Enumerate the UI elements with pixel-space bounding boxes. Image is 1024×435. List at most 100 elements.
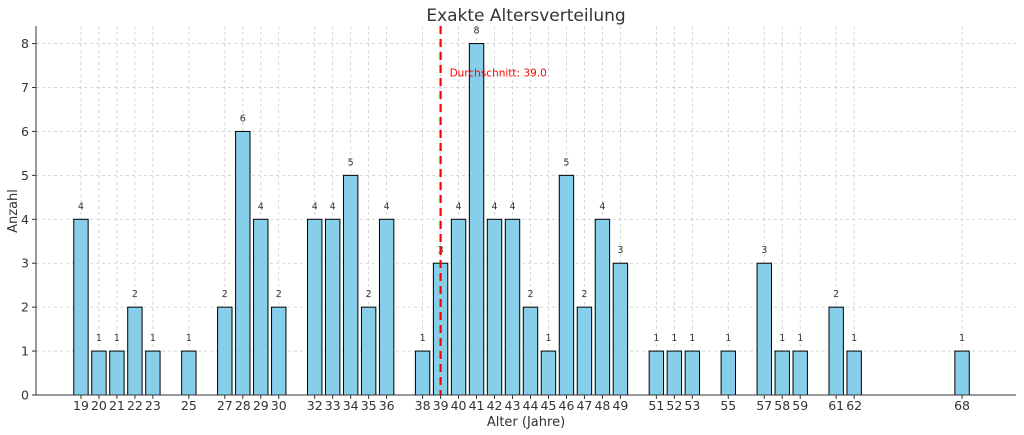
y-tick-labels: 0 1 2 3 4 5 6 7 8 <box>21 36 29 402</box>
bar-value-label: 1 <box>671 333 677 344</box>
bar <box>954 350 970 396</box>
chart-title: Exakte Altersverteilung <box>426 6 625 26</box>
x-tick-label: 61 <box>828 398 844 413</box>
x-tick-label: 41 <box>469 398 485 413</box>
bar-value-label: 2 <box>527 289 533 300</box>
x-tick-label: 27 <box>217 398 233 413</box>
x-tick-label: 58 <box>774 398 790 413</box>
x-tick-label: 32 <box>307 398 323 413</box>
y-tick-label: 3 <box>21 256 29 271</box>
bar <box>666 350 683 396</box>
bar <box>594 218 611 396</box>
x-tick-label: 49 <box>612 398 628 413</box>
bar <box>720 350 736 396</box>
y-tick-label: 8 <box>21 36 29 51</box>
x-tick-label: 28 <box>235 398 251 413</box>
x-tick-label: 57 <box>756 398 772 413</box>
x-tick-label: 36 <box>379 398 395 413</box>
bar <box>181 350 197 396</box>
x-tick-label: 19 <box>73 398 89 413</box>
bar <box>576 306 593 396</box>
bar <box>217 306 233 396</box>
bar-value-label: 1 <box>114 333 120 344</box>
bar <box>828 306 844 396</box>
bar <box>127 306 143 396</box>
bar-value-label: 1 <box>959 333 965 344</box>
bar-value-label: 1 <box>779 333 785 344</box>
x-tick-label: 30 <box>271 398 287 413</box>
y-axis-label: Anzahl <box>6 189 21 233</box>
x-tick-label: 40 <box>451 398 467 413</box>
bar-value-label: 4 <box>258 201 264 212</box>
bar-value-label: 2 <box>276 289 282 300</box>
y-tick-label: 6 <box>21 124 29 139</box>
bar-value-label: 1 <box>420 333 426 344</box>
mean-label: Durchschnitt: 39.0 <box>450 68 547 80</box>
bar-value-label: 4 <box>78 201 84 212</box>
bar <box>774 350 790 396</box>
bar-value-label: 4 <box>312 201 318 212</box>
y-tick-label: 0 <box>21 388 29 403</box>
bars <box>73 43 970 396</box>
bar <box>486 218 503 396</box>
x-tick-label: 52 <box>666 398 682 413</box>
x-tick-label: 46 <box>559 398 575 413</box>
bar <box>378 218 395 396</box>
x-tick-label: 53 <box>684 398 700 413</box>
bar <box>612 262 629 396</box>
bar-value-label: 1 <box>653 333 659 344</box>
bar-value-label: 1 <box>851 333 857 344</box>
x-tick-label: 22 <box>127 398 143 413</box>
bar <box>253 218 269 396</box>
bar <box>342 174 359 396</box>
bar-value-label: 1 <box>545 333 551 344</box>
bar <box>145 350 161 396</box>
bar-value-label: 2 <box>581 289 587 300</box>
bar <box>414 350 431 396</box>
bar-value-label: 1 <box>150 333 156 344</box>
x-tick-label: 47 <box>576 398 592 413</box>
x-tick-label: 34 <box>343 398 359 413</box>
y-tick-label: 1 <box>21 344 29 359</box>
y-tick-label: 7 <box>21 80 29 95</box>
bar <box>91 350 107 396</box>
bar-value-label: 5 <box>563 157 569 168</box>
x-tick-label: 55 <box>720 398 736 413</box>
x-tick-label: 35 <box>361 398 377 413</box>
y-tick-label: 4 <box>21 212 29 227</box>
x-tick-label: 23 <box>145 398 161 413</box>
bar <box>540 350 557 396</box>
x-tick-label: 38 <box>415 398 431 413</box>
bar-value-label: 1 <box>797 333 803 344</box>
bar <box>846 350 862 396</box>
bar <box>792 350 808 396</box>
bar-value-label: 4 <box>599 201 605 212</box>
bar-value-label: 2 <box>366 289 372 300</box>
bar <box>73 218 89 396</box>
bar <box>450 218 467 396</box>
bar <box>468 43 485 396</box>
x-axis-label: Alter (Jahre) <box>487 415 565 430</box>
bar <box>109 350 125 396</box>
bar-value-label: 5 <box>348 157 354 168</box>
bar <box>271 306 287 396</box>
y-tick-label: 5 <box>21 168 29 183</box>
x-tick-label: 51 <box>648 398 664 413</box>
bar-value-label: 2 <box>833 289 839 300</box>
bar-value-label: 6 <box>240 113 246 124</box>
bar-value-label: 3 <box>617 245 623 256</box>
bar <box>360 306 377 396</box>
bar <box>558 174 575 396</box>
bar <box>684 350 701 396</box>
x-tick-label: 68 <box>954 398 970 413</box>
bar <box>235 130 251 396</box>
bar-value-label: 4 <box>509 201 515 212</box>
bar <box>504 218 521 396</box>
x-tick-label: 43 <box>505 398 521 413</box>
x-tick-label: 42 <box>487 398 503 413</box>
bar-value-label: 1 <box>689 333 695 344</box>
x-tick-label: 33 <box>325 398 341 413</box>
bar <box>756 262 772 396</box>
x-tick-label: 59 <box>792 398 808 413</box>
x-tick-label: 39 <box>433 398 449 413</box>
